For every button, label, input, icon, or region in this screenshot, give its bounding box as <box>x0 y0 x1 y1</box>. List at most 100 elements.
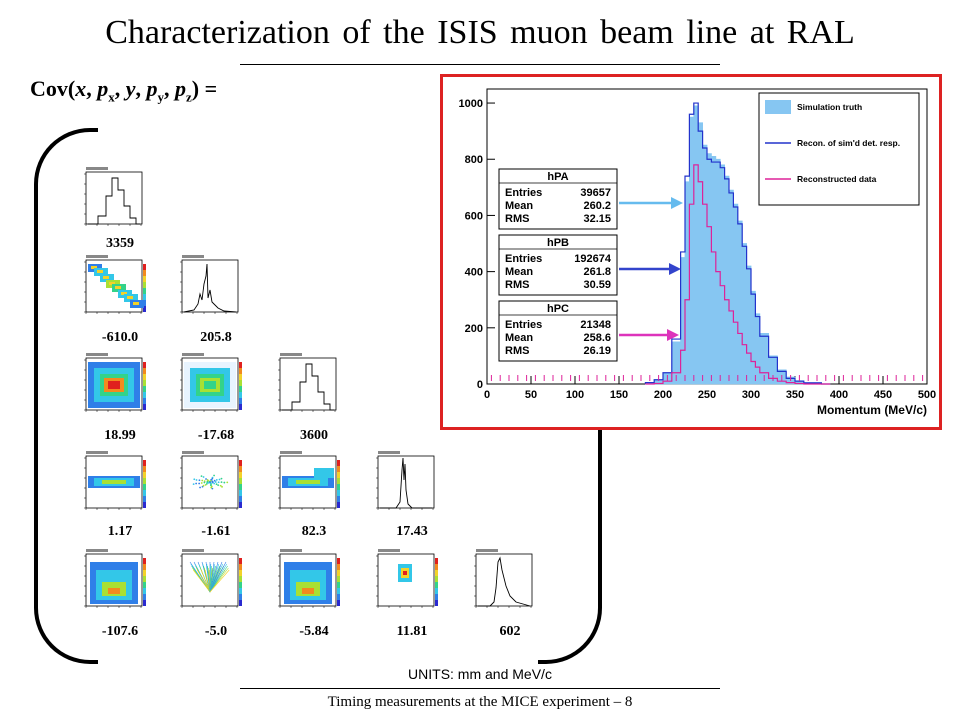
matrix-plot-pz <box>470 548 538 612</box>
x-tick-label: 250 <box>698 389 716 401</box>
stat-value: 21348 <box>580 319 611 331</box>
matrix-value: -1.61 <box>201 524 231 539</box>
mini-plot <box>474 549 533 608</box>
y-tick-label: 200 <box>465 323 483 335</box>
mini-plot <box>180 353 242 412</box>
mini-plot <box>84 167 143 226</box>
x-tick-label: 450 <box>874 389 892 401</box>
matrix-value: 11.81 <box>396 624 428 639</box>
mini-plot <box>180 451 242 510</box>
legend-label: Reconstructed data <box>797 174 877 184</box>
stat-arrowhead <box>667 329 679 341</box>
matrix-plot-px <box>176 254 244 318</box>
legend-swatch <box>765 100 791 114</box>
x-tick-label: 300 <box>742 389 760 401</box>
x-tick-label: 0 <box>484 389 490 401</box>
mini-plot <box>84 255 146 314</box>
stat-value: 258.6 <box>583 332 611 344</box>
matrix-value: 82.3 <box>301 524 327 539</box>
x-axis-label: Momentum (MeV/c) <box>817 403 927 417</box>
stat-arrowhead <box>671 197 683 209</box>
stat-value: 261.8 <box>583 266 611 278</box>
covariance-label: Cov(x, px, y, py, pz) = <box>30 76 218 105</box>
stat-box-title: hPC <box>547 303 569 315</box>
stat-box-hPC: hPC Entries 21348 Mean 258.6 RMS 26.19 <box>498 300 618 362</box>
matrix-value: 17.43 <box>396 524 428 539</box>
matrix-value: 205.8 <box>200 330 232 345</box>
y-tick-label: 400 <box>465 267 483 279</box>
x-tick-label: 100 <box>566 389 584 401</box>
matrix-plot-pz-y <box>274 548 342 612</box>
y-tick-label: 0 <box>477 379 483 391</box>
mini-plot <box>278 451 340 510</box>
x-tick-label: 400 <box>830 389 848 401</box>
matrix-plot-pz-px <box>176 548 244 612</box>
stat-label: RMS <box>505 213 529 225</box>
matrix-value: -5.84 <box>299 624 329 639</box>
stat-box-title: hPA <box>547 171 568 183</box>
y-tick-label: 1000 <box>459 98 483 110</box>
stat-label: Mean <box>505 266 533 278</box>
stat-value: 39657 <box>580 187 611 199</box>
matrix-value: 602 <box>499 624 521 639</box>
series-recon-simulated <box>644 102 831 385</box>
mini-plot <box>376 549 438 608</box>
legend: Simulation truth Recon. of sim'd det. res… <box>758 92 920 206</box>
matrix-plot-py-px <box>176 450 244 514</box>
series-reconstructed-data <box>645 164 831 385</box>
stat-value: 260.2 <box>583 200 611 212</box>
stat-label: Mean <box>505 200 533 212</box>
matrix-plot-y <box>274 352 342 416</box>
footer-rule <box>240 688 720 689</box>
mini-plot <box>278 549 340 608</box>
slide-title: Characterization of the ISIS muon beam l… <box>105 14 855 51</box>
footer-text: Timing measurements at the MICE experime… <box>327 694 633 710</box>
stat-box-title: hPB <box>547 237 569 249</box>
matrix-plot-y-x <box>80 352 148 416</box>
stat-label: RMS <box>505 279 529 291</box>
stat-label: Entries <box>505 187 542 199</box>
matrix-plot-x <box>80 166 148 230</box>
title-rule <box>240 64 720 65</box>
x-tick-label: 50 <box>525 389 537 401</box>
mini-plot <box>84 549 146 608</box>
stat-box-hPA: hPA Entries 39657 Mean 260.2 RMS 32.15 <box>498 168 618 230</box>
x-tick-label: 150 <box>610 389 628 401</box>
units-note: UNITS: mm and MeV/c <box>408 666 552 682</box>
matrix-value: -107.6 <box>101 624 139 639</box>
mini-plot <box>84 451 146 510</box>
matrix-value: -5.0 <box>204 624 228 639</box>
stat-label: Entries <box>505 253 542 265</box>
stat-value: 192674 <box>574 253 612 265</box>
matrix-plot-py-x <box>80 450 148 514</box>
legend-label: Recon. of sim'd det. resp. <box>797 138 900 148</box>
x-tick-label: 200 <box>654 389 672 401</box>
y-tick-label: 600 <box>465 210 483 222</box>
matrix-plot-py <box>372 450 440 514</box>
matrix-value: 1.17 <box>107 524 133 539</box>
momentum-histogram: 0 200 400 600 800 1000 0 50 100 150 200 250 300 350 40… <box>459 88 936 417</box>
legend-label: Simulation truth <box>797 102 862 112</box>
matrix-plot-py-y <box>274 450 342 514</box>
mini-plot <box>180 549 242 608</box>
stat-label: Entries <box>505 319 542 331</box>
mini-plot <box>278 353 337 412</box>
series-simulation-truth <box>645 105 831 385</box>
matrix-plot-y-px <box>176 352 244 416</box>
stat-box-hPB: hPB Entries 192674 Mean 261.8 RMS 30.59 <box>498 234 618 296</box>
matrix-value: -17.68 <box>197 428 235 443</box>
matrix-value: 3359 <box>106 236 134 251</box>
matrix-value: -610.0 <box>101 330 139 345</box>
x-tick-label: 500 <box>918 389 936 401</box>
matrix-value: 18.99 <box>104 428 136 443</box>
matrix-plot-px-x <box>80 254 148 318</box>
matrix-plot-pz-py <box>372 548 440 612</box>
mini-plot <box>376 451 435 510</box>
matrix-plot-pz-x <box>80 548 148 612</box>
stat-label: RMS <box>505 345 529 357</box>
stat-value: 30.59 <box>583 279 611 291</box>
matrix-value: 3600 <box>300 428 328 443</box>
stat-label: Mean <box>505 332 533 344</box>
momentum-histogram-panel: 0 200 400 600 800 1000 0 50 100 150 200 250 300 350 40… <box>440 74 942 430</box>
mini-plot <box>84 353 146 412</box>
